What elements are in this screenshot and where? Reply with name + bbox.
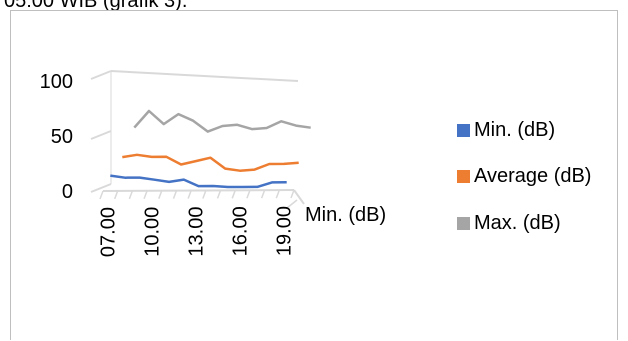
x-tick-mark-9 (232, 190, 235, 198)
x-tick-mark-6 (188, 191, 191, 199)
series-layer (110, 111, 310, 187)
axis-layer: 0 50 100 07.00 10.00 13.00 16.00 19.00 Min. (dB) (40, 71, 387, 257)
series-line-max (134, 111, 310, 132)
wall-mid-left-edge (91, 131, 111, 139)
chart-walls (91, 71, 298, 192)
y-tick-label-100: 100 (40, 71, 73, 93)
x-tick-label-16.00: 16.00 (230, 206, 252, 256)
x-tick-mark-11 (262, 190, 265, 198)
legend-item-average: Average (dB) (457, 165, 591, 188)
y-tick-label-50: 50 (51, 126, 73, 148)
x-tick-mark-0 (100, 191, 103, 199)
series-line-average (122, 155, 298, 171)
x-tick-mark-1 (115, 191, 118, 199)
chart-frame: 0 50 100 07.00 10.00 13.00 16.00 19.00 Min. (dB)… (10, 10, 618, 340)
legend-item-max: Max. (dB) (457, 212, 561, 235)
x-tick-mark-12 (276, 190, 279, 198)
legend-item-min: Min. (dB) (457, 119, 555, 142)
legend-swatch-average (457, 170, 470, 183)
x-tick-mark-7 (203, 190, 206, 198)
x-tick-mark-5 (173, 191, 176, 199)
x-tick-mark-3 (144, 191, 147, 199)
x-tick-label-10.00: 10.00 (141, 207, 163, 257)
legend-label-average: Average (dB) (474, 165, 591, 187)
x-tick-mark-4 (159, 191, 162, 199)
wall-top-edge (111, 71, 298, 81)
y-tick-label-0: 0 (62, 181, 73, 203)
legend-label-max: Max. (dB) (474, 212, 561, 234)
x-tick-label-13.00: 13.00 (186, 207, 208, 257)
legend-label-min: Min. (dB) (474, 119, 555, 141)
x-tick-mark-13 (291, 190, 294, 198)
legend-swatch-max (457, 217, 470, 230)
wall-top-left-edge (91, 71, 111, 79)
x-tick-mark-10 (247, 190, 250, 198)
depth-axis-label: Min. (dB) (305, 204, 386, 226)
series-line-min (110, 176, 286, 187)
legend-swatch-min (457, 124, 470, 137)
x-tick-label-19.00: 19.00 (274, 206, 296, 256)
x-tick-mark-8 (218, 190, 221, 198)
x-tick-mark-2 (129, 191, 132, 199)
x-tick-label-07.00: 07.00 (97, 207, 119, 257)
